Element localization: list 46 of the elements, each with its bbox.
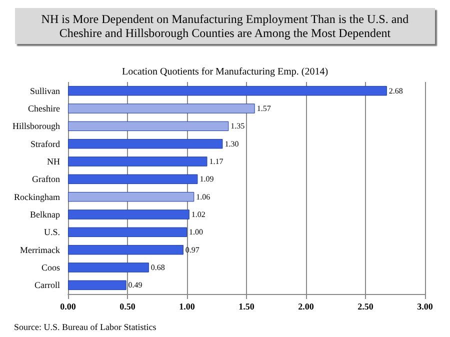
- chart-title: NH is More Dependent on Manufacturing Employment Than is the U.S. and Cheshire and Hillsborough Counties are Among the Most Dependent: [15, 8, 435, 44]
- y-tick-label: Hillsborough: [12, 121, 60, 132]
- data-label: 1.06: [196, 192, 210, 202]
- x-tick-label: 1.50: [238, 302, 255, 312]
- y-tick-label: Carroll: [34, 280, 60, 290]
- data-label: 2.68: [388, 86, 403, 96]
- bar: [68, 138, 223, 149]
- y-tick-label: NH: [47, 156, 60, 166]
- y-tick-label: Grafton: [32, 174, 60, 184]
- data-label: 1.00: [189, 228, 203, 237]
- y-tick-label: Merrimack: [20, 244, 60, 255]
- y-tick-label: U.S.: [44, 227, 60, 238]
- data-label: 0.68: [150, 263, 165, 272]
- data-label: 0.49: [128, 280, 142, 290]
- x-tick-label: 0.00: [60, 302, 76, 312]
- source-note: Source: U.S. Bureau of Labor Statistics: [14, 322, 156, 332]
- chart-subtitle: Location Quotients for Manufacturing Emp. (2014): [122, 66, 328, 78]
- bar: [68, 121, 229, 132]
- bar: [68, 280, 126, 290]
- bar: [68, 86, 387, 96]
- data-label: 1.02: [191, 210, 206, 219]
- y-tick-label: Belknap: [30, 210, 60, 220]
- x-tick-label: 3.00: [417, 302, 434, 312]
- x-tick-label: 2.00: [298, 302, 314, 312]
- y-tick-label: Rockingham: [14, 192, 60, 202]
- data-label: 1.57: [256, 104, 271, 113]
- y-tick-label: Cheshire: [28, 104, 60, 114]
- bar: [68, 244, 184, 255]
- y-tick-label: Straford: [30, 138, 60, 149]
- bar: [68, 174, 198, 184]
- data-label: 1.17: [209, 157, 224, 166]
- bar: [68, 104, 255, 114]
- y-tick-label: Coos: [41, 262, 60, 272]
- data-label: 1.30: [224, 139, 239, 148]
- x-tick-label: 2.50: [358, 302, 374, 312]
- bar: [68, 210, 190, 220]
- bar: [68, 262, 149, 272]
- data-label: 1.09: [200, 174, 214, 184]
- bar: [68, 192, 194, 202]
- bar: [68, 227, 187, 238]
- data-label: 1.35: [230, 122, 245, 131]
- x-tick-label: 1.00: [179, 302, 196, 312]
- data-label: 0.97: [185, 245, 200, 254]
- bar: [68, 156, 208, 166]
- x-tick-label: 0.50: [120, 302, 136, 312]
- y-tick-label: Sullivan: [30, 86, 60, 96]
